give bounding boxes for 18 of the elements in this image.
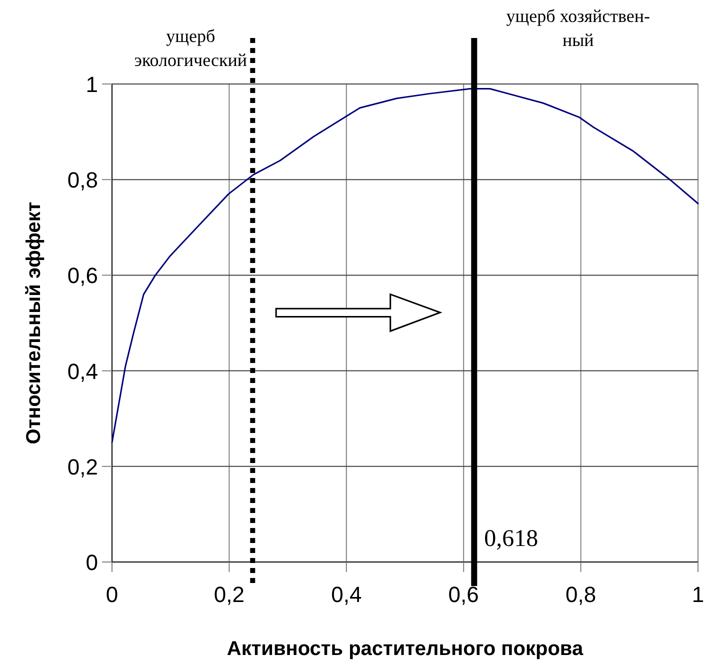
x-tick-label: 0,2 xyxy=(214,582,244,607)
x-tick-label: 0 xyxy=(106,582,118,607)
x-tick-label: 0,6 xyxy=(448,582,479,607)
y-tick-label: 0,6 xyxy=(67,263,98,288)
y-tick-label: 0,4 xyxy=(67,358,98,384)
x-tick-label: 0,8 xyxy=(566,582,596,607)
ref-line-label: ущерб хозяйствен- ный xyxy=(506,6,650,50)
ref-line-label: ущерб экологический xyxy=(134,26,248,70)
y-tick-label: 1 xyxy=(86,72,98,97)
y-axis-title: Относительный эффект xyxy=(23,202,45,444)
x-tick-label: 1 xyxy=(692,582,704,607)
y-tick-label: 0,8 xyxy=(67,168,98,193)
x-axis-title: Активность растительного покрова xyxy=(226,638,584,660)
x-tick-label: 0,4 xyxy=(331,582,362,607)
line-series xyxy=(111,88,699,444)
y-tick-label: 0,2 xyxy=(67,454,98,480)
y-tick-label: 0 xyxy=(86,550,98,575)
annotation: 0,618 xyxy=(484,526,538,552)
